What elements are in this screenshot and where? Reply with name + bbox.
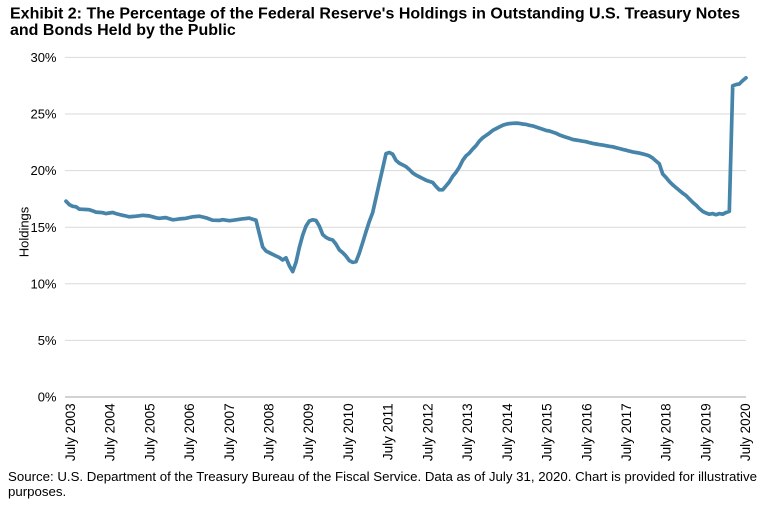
svg-text:and Bonds Held by the Public: and Bonds Held by the Public	[10, 22, 236, 39]
svg-text:July 2015: July 2015	[540, 403, 555, 461]
svg-text:20%: 20%	[30, 163, 56, 178]
svg-text:0%: 0%	[38, 390, 57, 405]
svg-text:July 2007: July 2007	[222, 403, 237, 461]
svg-text:July 2020: July 2020	[738, 403, 753, 461]
svg-text:Holdings: Holdings	[17, 206, 32, 257]
svg-text:25%: 25%	[30, 107, 56, 122]
svg-text:30%: 30%	[30, 50, 56, 65]
svg-text:July 2005: July 2005	[142, 403, 157, 461]
svg-text:purposes.: purposes.	[8, 484, 66, 499]
svg-text:July 2013: July 2013	[460, 403, 475, 461]
svg-text:July 2003: July 2003	[63, 403, 78, 461]
svg-text:10%: 10%	[30, 276, 56, 291]
svg-text:July 2008: July 2008	[262, 403, 277, 461]
svg-text:Source: U.S. Department of the: Source: U.S. Department of the Treasury …	[8, 469, 757, 484]
svg-text:July 2014: July 2014	[500, 403, 515, 461]
svg-text:July 2017: July 2017	[619, 403, 634, 461]
svg-text:July 2004: July 2004	[103, 403, 118, 461]
svg-text:July 2018: July 2018	[659, 403, 674, 461]
svg-text:July 2012: July 2012	[420, 403, 435, 461]
svg-text:Exhibit 2: The Percentage of t: Exhibit 2: The Percentage of the Federal…	[10, 6, 740, 23]
svg-text:July 2016: July 2016	[579, 403, 594, 461]
svg-text:July 2006: July 2006	[182, 403, 197, 461]
svg-text:July 2010: July 2010	[341, 403, 356, 461]
svg-text:5%: 5%	[38, 333, 57, 348]
svg-text:July 2019: July 2019	[698, 403, 713, 461]
svg-text:July 2009: July 2009	[301, 403, 316, 461]
svg-text:July 2011: July 2011	[381, 403, 396, 460]
svg-text:15%: 15%	[30, 220, 56, 235]
